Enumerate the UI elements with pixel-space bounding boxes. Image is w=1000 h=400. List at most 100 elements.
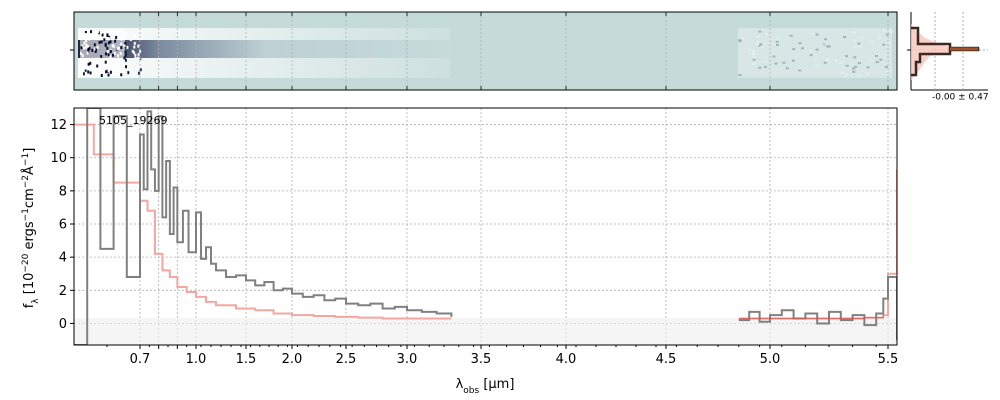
noise-pixel <box>885 33 889 36</box>
noise-pixel <box>86 44 89 48</box>
noise-pixel <box>759 43 763 46</box>
2d-red-noise <box>738 28 892 78</box>
noise-pixel <box>752 52 756 55</box>
noise-pixel <box>80 57 83 61</box>
noise-pixel <box>852 67 856 70</box>
noise-pixel <box>125 71 128 75</box>
noise-pixel <box>857 74 861 77</box>
noise-pixel <box>107 53 110 57</box>
noise-pixel <box>104 52 107 56</box>
noise-pixel <box>88 36 91 40</box>
noise-pixel <box>137 44 140 48</box>
noise-pixel <box>98 40 101 44</box>
noise-pixel <box>774 37 778 40</box>
noise-pixel <box>845 64 849 67</box>
noise-pixel <box>882 30 886 33</box>
noise-pixel <box>109 55 112 59</box>
noise-pixel <box>874 54 878 57</box>
noise-pixel <box>100 40 103 44</box>
noise-pixel <box>119 69 122 73</box>
noise-pixel <box>94 49 97 53</box>
model-line-red <box>738 169 897 320</box>
noise-pixel <box>109 49 112 53</box>
noise-pixel <box>852 31 856 34</box>
noise-pixel <box>139 50 142 54</box>
noise-pixel <box>738 39 742 42</box>
noise-pixel <box>107 68 110 72</box>
noise-pixel <box>798 69 802 72</box>
y-tick-label: 12 <box>50 118 67 133</box>
x-tick-label: 5.0 <box>760 352 781 367</box>
noise-pixel <box>123 44 126 48</box>
noise-pixel <box>100 55 103 59</box>
noise-pixel <box>84 71 87 75</box>
noise-pixel <box>764 60 768 63</box>
noise-pixel <box>137 53 140 57</box>
noise-pixel <box>85 39 88 43</box>
noise-pixel <box>88 47 91 50</box>
noise-pixel <box>103 38 106 42</box>
noise-pixel <box>89 61 92 65</box>
noise-pixel <box>875 61 879 64</box>
noise-pixel <box>95 57 98 61</box>
noise-pixel <box>865 72 869 75</box>
noise-pixel <box>826 58 830 61</box>
noise-pixel <box>809 54 813 57</box>
noise-pixel <box>857 42 861 45</box>
noise-pixel <box>129 67 132 71</box>
noise-pixel <box>798 67 802 70</box>
noise-pixel <box>756 43 760 46</box>
noise-pixel <box>106 33 109 37</box>
y-tick-label: 8 <box>59 184 67 199</box>
noise-pixel <box>758 66 762 69</box>
noise-pixel <box>94 32 97 36</box>
noise-pixel <box>96 64 99 68</box>
noise-pixel <box>138 71 141 75</box>
noise-pixel <box>884 65 888 68</box>
noise-pixel <box>94 35 97 39</box>
noise-pixel <box>752 62 756 65</box>
x-tick-label: 1.0 <box>186 352 207 367</box>
noise-pixel <box>757 44 761 47</box>
noise-pixel <box>879 58 883 61</box>
noise-pixel <box>791 59 795 62</box>
noise-pixel <box>774 62 778 65</box>
noise-pixel <box>136 66 139 70</box>
noise-pixel <box>123 58 126 62</box>
noise-pixel <box>785 67 789 70</box>
noise-pixel <box>133 45 136 49</box>
noise-pixel <box>90 30 93 34</box>
x-tick-label: 4.5 <box>656 352 677 367</box>
noise-pixel <box>752 58 756 61</box>
observed-spectrum-line <box>74 108 453 345</box>
noise-pixel <box>116 47 119 51</box>
noise-pixel <box>738 40 742 43</box>
noise-pixel <box>740 38 744 41</box>
noise-pixel <box>853 56 857 59</box>
x-tick-label: 5.5 <box>878 352 899 367</box>
noise-pixel <box>876 53 880 56</box>
noise-pixel <box>116 54 119 58</box>
x-tick-label: 4.0 <box>556 352 577 367</box>
noise-pixel <box>120 37 123 41</box>
profile-label: -0.00 ± 0.47 <box>932 93 989 103</box>
noise-pixel <box>81 54 84 58</box>
noise-pixel <box>800 47 804 50</box>
noise-pixel <box>83 46 86 50</box>
noise-pixel <box>93 63 96 67</box>
noise-pixel <box>101 33 104 37</box>
noise-pixel <box>80 51 83 55</box>
noise-pixel <box>120 73 123 77</box>
noise-pixel <box>763 42 767 45</box>
noise-pixel <box>114 71 117 75</box>
noise-pixel <box>125 65 128 69</box>
noise-pixel <box>815 33 819 36</box>
noise-pixel <box>889 30 893 33</box>
noise-pixel <box>887 41 891 44</box>
2d-trace <box>78 40 450 58</box>
observed-spectrum-red-line <box>738 276 897 341</box>
noise-pixel <box>113 59 116 63</box>
noise-pixel <box>120 46 123 50</box>
noise-pixel <box>119 33 122 37</box>
